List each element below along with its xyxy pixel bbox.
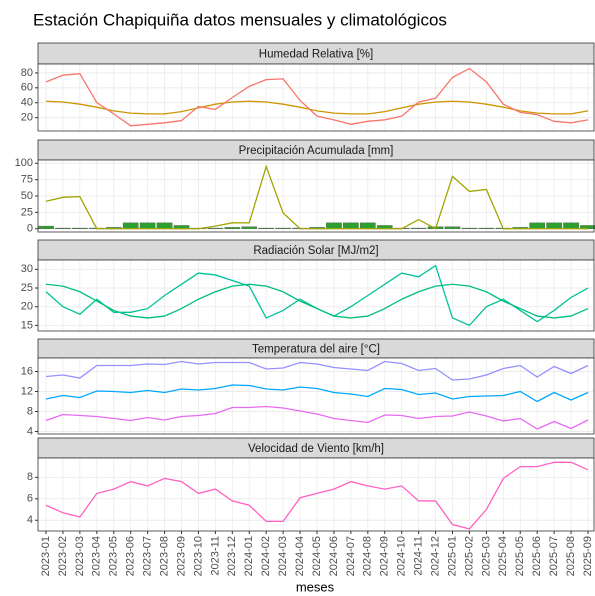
y-tick-label: 4 <box>27 425 33 437</box>
y-tick-label: 25 <box>21 206 33 218</box>
panel-title: Temperatura del aire [°C] <box>252 344 380 356</box>
y-tick-label: 75 <box>21 174 33 186</box>
bar <box>410 227 427 229</box>
x-tick-label: 2024-05 <box>311 536 323 576</box>
y-tick-label: 4 <box>27 514 33 526</box>
x-tick-label: 2023-04 <box>91 536 103 576</box>
x-tick-label: 2024-12 <box>429 536 441 576</box>
bar <box>461 227 478 229</box>
x-tick-label: 2025-02 <box>463 536 475 576</box>
panel-title: Velocidad de Viento [km/h] <box>248 443 384 455</box>
bar <box>207 227 224 229</box>
x-tick-label: 2023-11 <box>209 536 221 576</box>
series-line <box>45 384 589 403</box>
x-tick-label: 2025-05 <box>514 536 526 576</box>
x-tick-label: 2023-03 <box>74 536 86 576</box>
series-line <box>45 405 589 430</box>
panel-border <box>37 159 595 233</box>
x-tick-label: 2024-07 <box>345 536 357 576</box>
bar <box>326 222 342 229</box>
x-tick-label: 2025-04 <box>497 536 509 576</box>
bar <box>156 222 173 229</box>
x-tick-label: 2024-10 <box>396 536 408 576</box>
x-axis-label: meses <box>296 579 335 594</box>
y-tick-label: 15 <box>21 319 33 331</box>
y-tick-label: 0 <box>27 223 33 235</box>
panel-border <box>37 357 595 435</box>
panel-border <box>37 259 595 332</box>
bar <box>359 222 376 229</box>
bar <box>224 227 241 229</box>
x-tick-label: 2023-06 <box>125 536 137 576</box>
panel-title: Precipitación Acumulada [mm] <box>239 145 394 157</box>
series-line <box>45 164 588 230</box>
panel-title: Humedad Relativa [%] <box>259 49 373 61</box>
x-tick-label: 2023-12 <box>226 536 238 576</box>
bar <box>546 222 562 229</box>
bar <box>55 227 71 229</box>
bar <box>444 226 461 229</box>
panel-title: Radiación Solar [MJ/m2] <box>253 245 378 257</box>
x-tick-label: 2024-01 <box>243 536 255 576</box>
panel-border <box>37 457 595 532</box>
x-tick-label: 2025-08 <box>565 536 577 576</box>
series-line <box>45 461 589 530</box>
x-tick-label: 2024-04 <box>294 536 306 576</box>
x-tick-label: 2024-11 <box>413 536 425 576</box>
y-tick-label: 40 <box>21 97 33 109</box>
x-tick-label: 2023-08 <box>158 536 170 576</box>
x-tick-label: 2024-09 <box>379 536 391 576</box>
y-tick-label: 8 <box>27 405 33 417</box>
x-tick-label: 2023-09 <box>175 536 187 576</box>
x-tick-label: 2025-07 <box>548 536 560 576</box>
bar <box>563 222 579 229</box>
panel <box>38 260 594 331</box>
bar <box>122 222 139 229</box>
x-tick-label: 2025-01 <box>446 536 458 576</box>
y-tick-label: 25 <box>21 282 33 294</box>
series-line <box>45 67 589 127</box>
y-tick-label: 12 <box>21 385 33 397</box>
panel <box>38 358 594 434</box>
x-tick-label: 2025-06 <box>531 536 543 576</box>
bar <box>478 227 495 229</box>
series-line <box>45 100 589 115</box>
y-tick-label: 20 <box>21 112 33 124</box>
x-tick-label: 2025-09 <box>582 536 594 576</box>
bar <box>139 222 156 229</box>
x-tick-label: 2024-02 <box>260 536 272 576</box>
chart-title: Estación Chapiquiña datos mensuales y cl… <box>33 10 447 29</box>
x-tick-label: 2025-03 <box>480 536 492 576</box>
bar <box>275 227 291 229</box>
bar <box>258 227 275 229</box>
x-tick-label: 2023-05 <box>108 536 120 576</box>
series-line <box>45 360 589 381</box>
x-tick-label: 2023-10 <box>192 536 204 576</box>
series-line <box>45 283 589 319</box>
bar <box>241 226 258 229</box>
y-tick-label: 8 <box>27 471 33 483</box>
panel-border <box>37 63 595 132</box>
y-tick-label: 60 <box>21 82 33 94</box>
y-tick-label: 100 <box>15 157 33 169</box>
x-tick-label: 2024-03 <box>277 536 289 576</box>
bar <box>529 222 546 229</box>
y-tick-label: 30 <box>21 263 33 275</box>
x-tick-label: 2024-06 <box>328 536 340 576</box>
bar <box>343 222 359 229</box>
y-tick-label: 20 <box>21 301 33 313</box>
y-tick-label: 80 <box>21 67 33 79</box>
panel <box>38 64 594 131</box>
y-tick-label: 6 <box>27 493 33 505</box>
x-tick-label: 2024-08 <box>362 536 374 576</box>
x-tick-label: 2023-07 <box>142 536 154 576</box>
x-tick-label: 2023-01 <box>40 536 52 576</box>
y-tick-label: 16 <box>21 365 33 377</box>
x-tick-label: 2023-02 <box>57 536 69 576</box>
y-tick-label: 50 <box>21 190 33 202</box>
bar <box>72 227 88 229</box>
bar <box>38 225 54 229</box>
